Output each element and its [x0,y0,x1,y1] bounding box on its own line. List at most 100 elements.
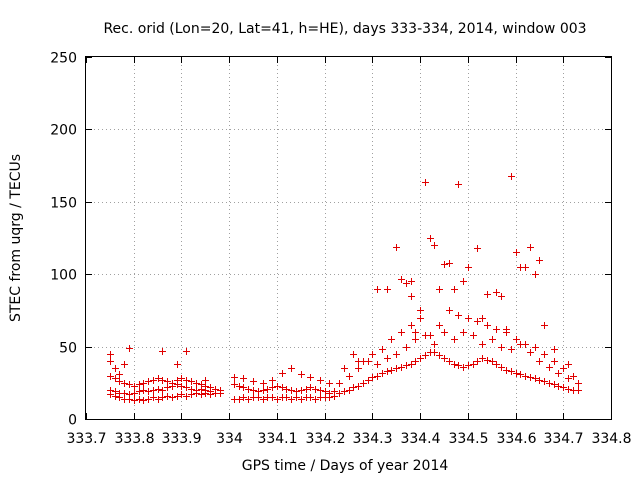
data-point [508,368,515,375]
data-point [446,358,453,365]
data-point [346,387,353,394]
data-point [470,332,477,339]
data-point [212,386,219,393]
data-point [431,349,438,356]
data-point [470,361,477,368]
data-point [350,351,357,358]
data-point [140,380,147,387]
data-point [341,365,348,372]
data-point [188,378,195,385]
data-point [436,322,443,329]
data-point [565,375,572,382]
data-point [493,326,500,333]
data-point [422,352,429,359]
data-point [260,396,267,403]
data-point [198,381,205,388]
data-point [436,286,443,293]
data-point [412,336,419,343]
data-point [116,371,123,378]
y-tick-label: 100 [50,268,77,284]
data-point [374,361,381,368]
data-point [293,394,300,401]
data-point [503,326,510,333]
data-point [451,336,458,343]
data-point [250,387,257,394]
data-point [283,394,290,401]
data-point [446,260,453,267]
data-point [393,351,400,358]
data-point [455,181,462,188]
data-point [474,245,481,252]
y-tick-label: 50 [59,341,77,357]
data-point [374,286,381,293]
data-point [398,329,405,336]
data-point [460,364,467,371]
data-point [479,315,486,322]
data-point [451,286,458,293]
data-point [517,371,524,378]
data-point [150,387,157,394]
data-point [388,336,395,343]
data-point [255,388,262,395]
data-point [140,397,147,404]
data-point [126,391,133,398]
data-point [527,374,534,381]
data-point [493,361,500,368]
data-point [155,396,162,403]
data-point [560,384,567,391]
data-point [341,388,348,395]
data-point [479,355,486,362]
data-point [565,361,572,368]
data-point [527,244,534,251]
data-point [527,349,534,356]
data-point [465,315,472,322]
data-point [312,386,319,393]
data-point [417,307,424,314]
data-point [536,358,543,365]
x-tick-label: 334.2 [305,431,345,447]
data-point [207,384,214,391]
data-point [427,332,434,339]
data-point [436,352,443,359]
data-point [269,384,276,391]
data-point [403,362,410,369]
data-point [136,381,143,388]
data-point [260,380,267,387]
data-point [484,322,491,329]
y-tick-label: 200 [50,123,77,139]
data-point [384,368,391,375]
data-point [384,355,391,362]
data-point [522,264,529,271]
data-point [384,286,391,293]
data-point [183,377,190,384]
data-point [508,346,515,353]
data-point [307,394,314,401]
data-point [560,365,567,372]
data-point [236,396,243,403]
data-point [288,365,295,372]
data-point [150,394,157,401]
x-tick-label: 334.8 [591,431,631,447]
data-point [331,388,338,395]
data-point [546,364,553,371]
data-point [393,244,400,251]
data-point [412,329,419,336]
data-point [126,381,133,388]
data-point [307,384,314,391]
data-point [503,367,510,374]
data-point [193,380,200,387]
data-point [164,393,171,400]
data-point [575,387,582,394]
data-point [126,345,133,352]
data-point [121,380,128,387]
data-point [474,358,481,365]
data-point [408,293,415,300]
x-tick-label: 334.3 [352,431,392,447]
data-point [451,361,458,368]
data-point [193,387,200,394]
x-tick-label: 333.7 [66,431,106,447]
x-axis-label: GPS time / Days of year 2014 [242,458,449,474]
data-point [541,378,548,385]
data-point [145,388,152,395]
data-point [460,329,467,336]
